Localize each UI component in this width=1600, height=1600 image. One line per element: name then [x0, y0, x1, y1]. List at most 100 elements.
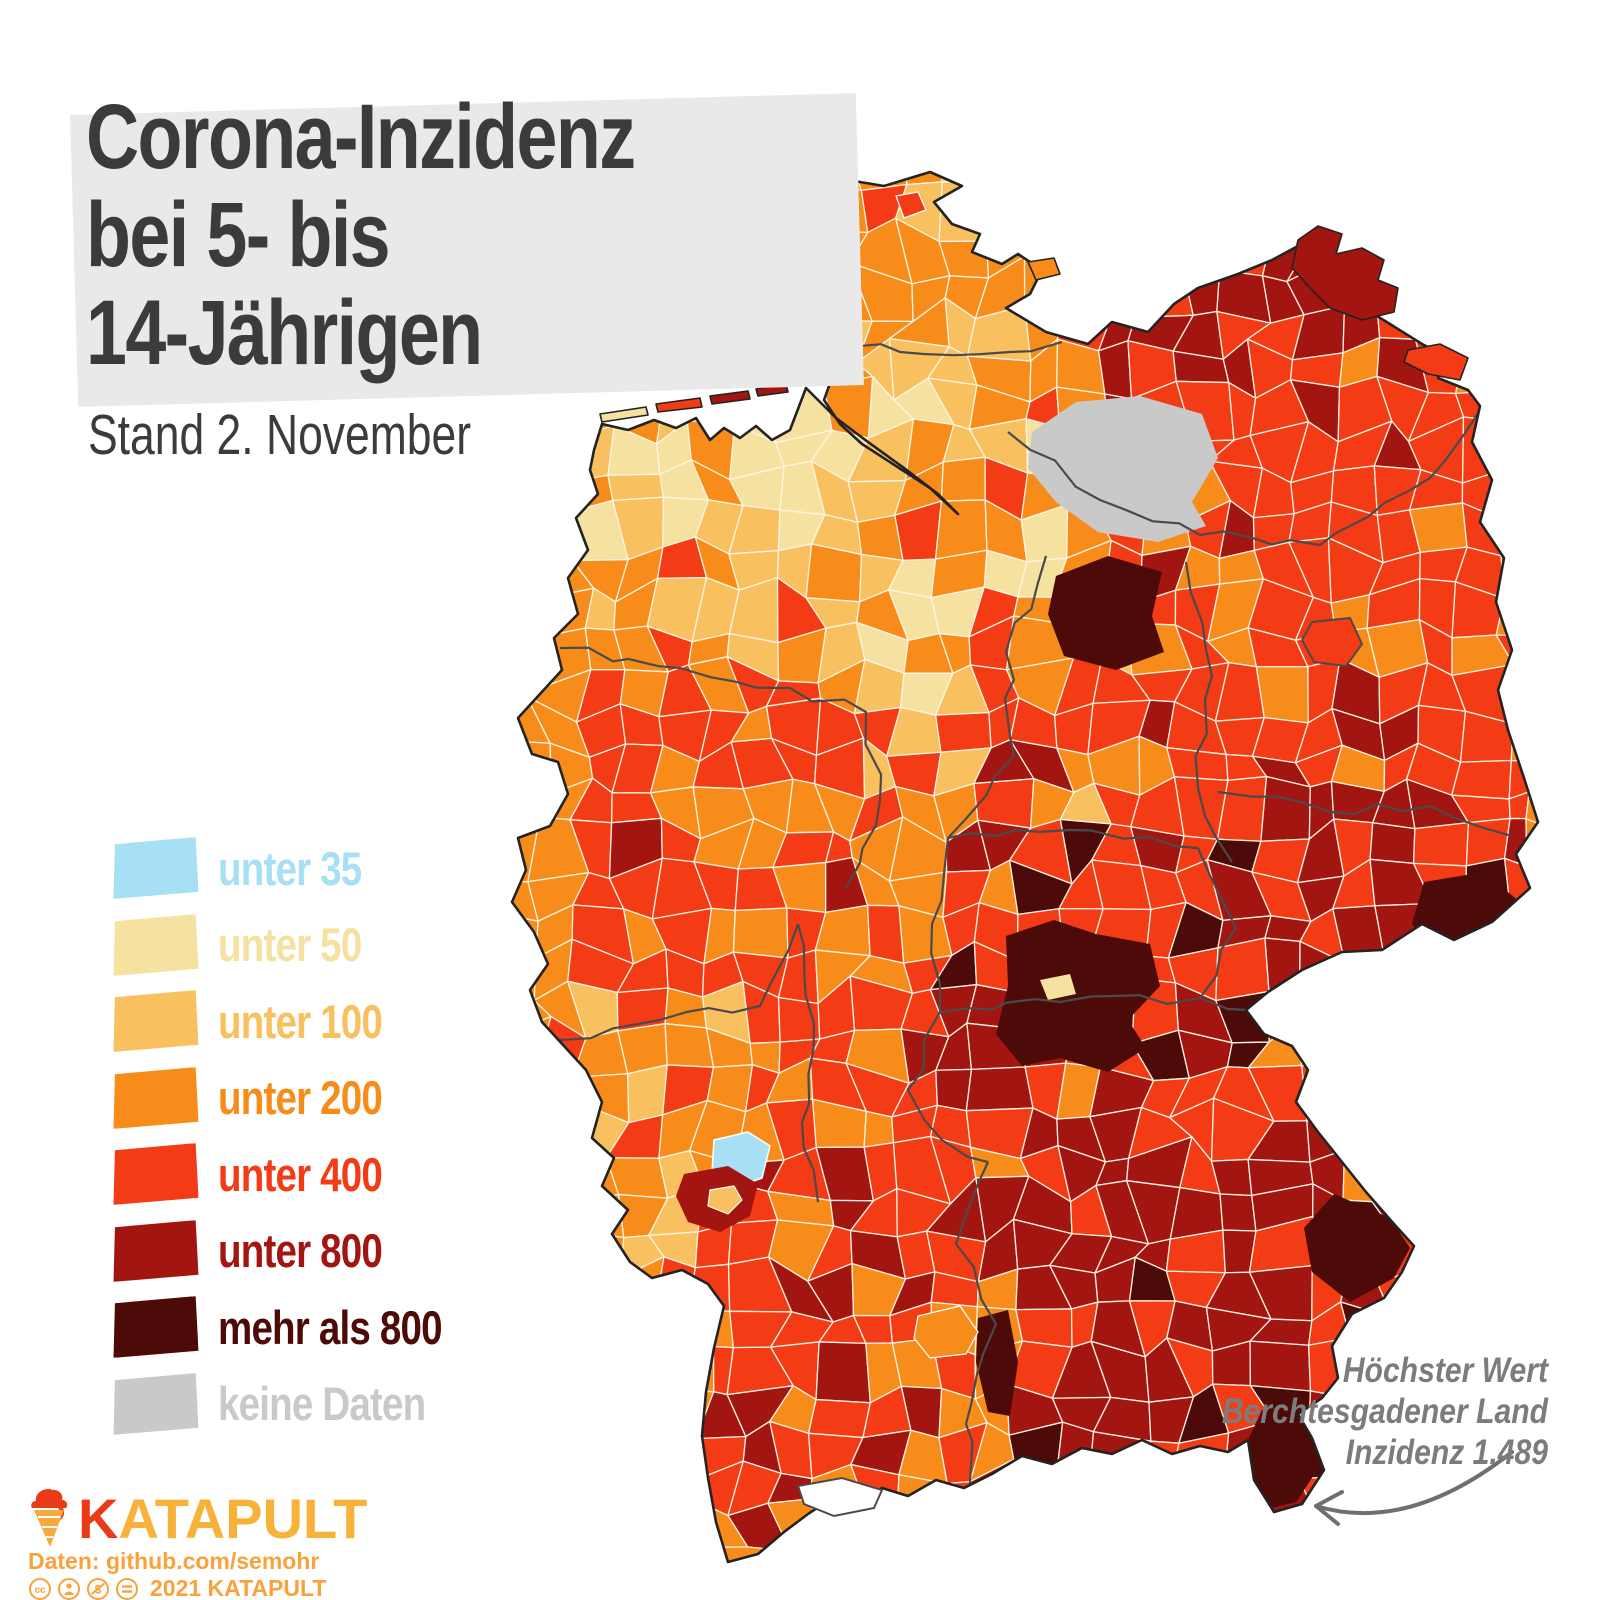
- district-cell: [1011, 172, 1073, 203]
- district-cell: [512, 1430, 541, 1479]
- district-cell: [1408, 1073, 1462, 1115]
- legend-item-u100: unter 100: [112, 989, 418, 1053]
- district-cell: [1104, 225, 1140, 276]
- district-cell: [1487, 975, 1538, 1044]
- annotation-line-2: Berchtesgadener Land: [1221, 1392, 1548, 1431]
- district-cell: [974, 1502, 1029, 1550]
- district-cell: [526, 431, 592, 483]
- district-cell: [1529, 1059, 1538, 1121]
- district-cell: [1412, 821, 1470, 867]
- district-cell: [1495, 317, 1538, 365]
- district-cell: [512, 935, 537, 1004]
- district-cell: [1534, 1106, 1538, 1163]
- district-cell: [1512, 663, 1538, 725]
- data-source: Daten: github.com/semohr: [28, 1548, 320, 1574]
- district-cell: [1333, 1071, 1392, 1124]
- footer: Daten: github.com/semohr cc $ 2021 K: [28, 1549, 326, 1600]
- katapult-wordmark: KATAPULT: [78, 1486, 367, 1551]
- district-cell: [1410, 224, 1471, 277]
- district-cell: [1325, 178, 1383, 222]
- legend-item-u200: unter 200: [112, 1066, 418, 1130]
- district-cell: [1492, 383, 1538, 422]
- district-cell: [1366, 178, 1419, 227]
- district-cell: [863, 1110, 895, 1148]
- east-frisian-1-island: [599, 406, 649, 423]
- district-cell: [1452, 935, 1489, 1002]
- district-cell: [1338, 1503, 1392, 1545]
- legend-swatch: [111, 837, 198, 899]
- district-cell: [1525, 1507, 1538, 1553]
- district-cell: [1508, 1314, 1538, 1354]
- district-cell: [1370, 986, 1411, 1036]
- logo-letters-rest: ATAPULT: [118, 1487, 368, 1550]
- district-cell: [1529, 455, 1538, 516]
- district-cell: [527, 1381, 586, 1440]
- usedom-island: [1403, 343, 1469, 381]
- district-cell: [541, 1230, 585, 1276]
- passau-dark: [1304, 1194, 1410, 1302]
- berchtesgadener-land: [1248, 1410, 1320, 1508]
- district-cell: [1453, 1216, 1490, 1274]
- district-cell: [527, 1430, 586, 1479]
- district-cell: [1451, 759, 1512, 800]
- district-cell: [1525, 783, 1538, 837]
- district-cell: [1527, 502, 1538, 559]
- legend-label: unter 200: [218, 1071, 383, 1124]
- district-cell: [934, 499, 988, 560]
- state-border: [1217, 790, 1513, 838]
- district-cell: [653, 1308, 715, 1364]
- district-cell: [1546, 1158, 1579, 1201]
- district-cell: [1098, 1521, 1144, 1562]
- district-cell: [1418, 1101, 1463, 1157]
- district-cell: [512, 1311, 544, 1348]
- district-cell: [1419, 1263, 1466, 1318]
- district-cell: [1220, 172, 1271, 194]
- altmark-dark-district: [1048, 556, 1164, 670]
- district-cell: [1546, 1186, 1583, 1243]
- annotation-line-1: Höchster Wert: [1342, 1351, 1548, 1390]
- district-cell: [1301, 1064, 1352, 1123]
- district-cell: [512, 1059, 539, 1122]
- district-cell: [1414, 316, 1468, 348]
- district-cell: [940, 456, 986, 502]
- district-cell: [1328, 996, 1385, 1036]
- district-cell: [1533, 975, 1538, 1041]
- legend-label: mehr als 800: [218, 1300, 443, 1354]
- district-cell: [1379, 1113, 1432, 1157]
- district-cell: [1260, 775, 1311, 842]
- district-cell: [1492, 419, 1537, 475]
- district-cell: [1526, 579, 1538, 637]
- district-cell: [627, 1064, 668, 1124]
- district-cell: [1526, 539, 1538, 600]
- district-cell: [1454, 1101, 1510, 1156]
- legend-label: unter 50: [218, 918, 362, 971]
- no-dollar-icon: $: [87, 1577, 109, 1600]
- district-cell: [1129, 1475, 1176, 1524]
- district-cell: [1486, 935, 1538, 1002]
- legend-item-u50: unter 50: [112, 913, 393, 977]
- district-cell: [978, 172, 1014, 201]
- west-bavaria-orange: [913, 1305, 979, 1359]
- district-cell: [1533, 172, 1538, 204]
- district-cell: [1409, 172, 1465, 193]
- district-cell: [1462, 1185, 1497, 1224]
- district-cell: [1185, 182, 1230, 244]
- district-cell: [1219, 1193, 1257, 1232]
- district-cell: [1129, 1512, 1176, 1551]
- district-cell: [1102, 181, 1140, 235]
- district-cell: [1409, 502, 1468, 554]
- district-cell: [1500, 513, 1538, 559]
- district-cell: [1371, 1140, 1428, 1203]
- district-cell: [1205, 1503, 1266, 1562]
- district-cell: [1544, 634, 1585, 679]
- district-cell: [1089, 1473, 1144, 1524]
- district-cell: [807, 1398, 871, 1439]
- district-cell: [512, 1015, 552, 1082]
- pirmasens-core: [707, 1185, 743, 1215]
- state-border: [559, 923, 800, 1042]
- district-cell: [512, 777, 552, 833]
- district-cell: [1170, 1473, 1226, 1514]
- district-cell: [1268, 186, 1314, 239]
- district-cell: [512, 739, 552, 795]
